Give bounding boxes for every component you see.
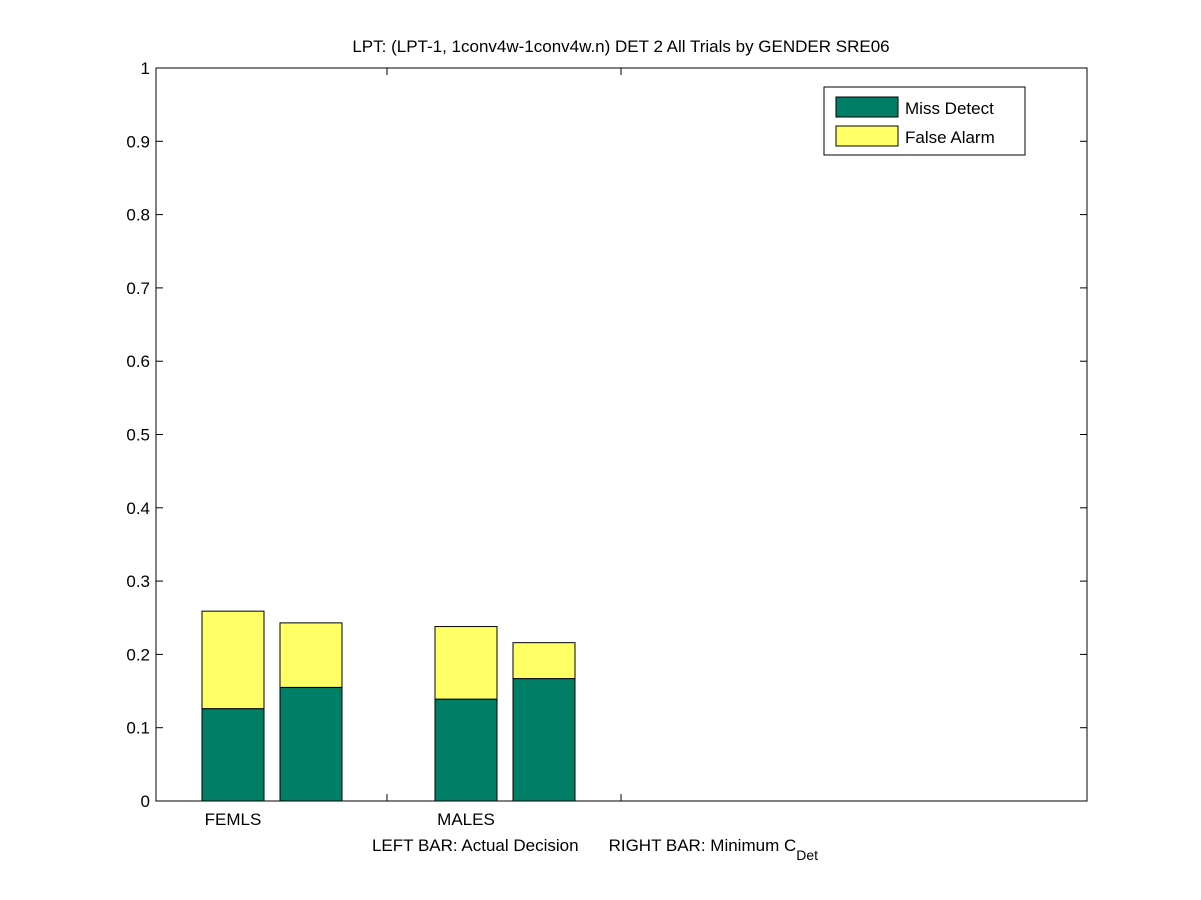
y-tick-label: 0.4 <box>126 499 150 518</box>
y-tick-label: 0.2 <box>126 645 150 664</box>
legend: Miss Detect False Alarm <box>823 86 1026 156</box>
y-axis: 0 0.1 0.2 0.3 0.4 0.5 0.6 0.7 0.8 0.9 1 <box>126 59 1087 811</box>
legend-label-miss-detect: Miss Detect <box>905 99 994 118</box>
y-tick-label: 0.5 <box>126 426 150 445</box>
x-axis-label: LEFT BAR: Actual Decision RIGHT BAR: Mini… <box>372 836 818 863</box>
bar-males-min-miss-detect <box>512 678 576 802</box>
chart-title: LPT: (LPT-1, 1conv4w-1conv4w.n) DET 2 Al… <box>352 37 889 56</box>
bars <box>201 610 576 802</box>
y-tick-label: 1 <box>141 59 150 78</box>
y-tick-label: 0.8 <box>126 206 150 225</box>
legend-label-false-alarm: False Alarm <box>905 128 995 147</box>
x-axis: FEMLS MALES <box>205 68 622 829</box>
x-axis-label-right: RIGHT BAR: Minimum C <box>609 836 797 855</box>
x-axis-label-left: LEFT BAR: Actual Decision <box>372 836 579 855</box>
legend-swatch-false-alarm <box>835 125 899 147</box>
bar-femls-min-miss-detect <box>279 686 343 802</box>
y-tick-label: 0.1 <box>126 719 150 738</box>
bar-males-min-false-alarm <box>512 642 576 680</box>
bar-femls-min-false-alarm <box>279 622 343 688</box>
legend-swatch-miss-detect <box>835 96 899 118</box>
x-axis-label-right-subscript: Det <box>796 847 818 863</box>
bar-males-actual-miss-detect <box>434 698 498 802</box>
y-tick-label: 0 <box>141 792 150 811</box>
bar-males-actual-false-alarm <box>434 626 498 700</box>
bar-femls-actual-false-alarm <box>201 610 265 710</box>
x-category-label: FEMLS <box>205 810 262 829</box>
y-tick-label: 0.9 <box>126 132 150 151</box>
y-tick-label: 0.6 <box>126 352 150 371</box>
bar-femls-actual-miss-detect <box>201 708 265 802</box>
x-category-label: MALES <box>437 810 495 829</box>
y-tick-label: 0.7 <box>126 279 150 298</box>
y-tick-label: 0.3 <box>126 572 150 591</box>
